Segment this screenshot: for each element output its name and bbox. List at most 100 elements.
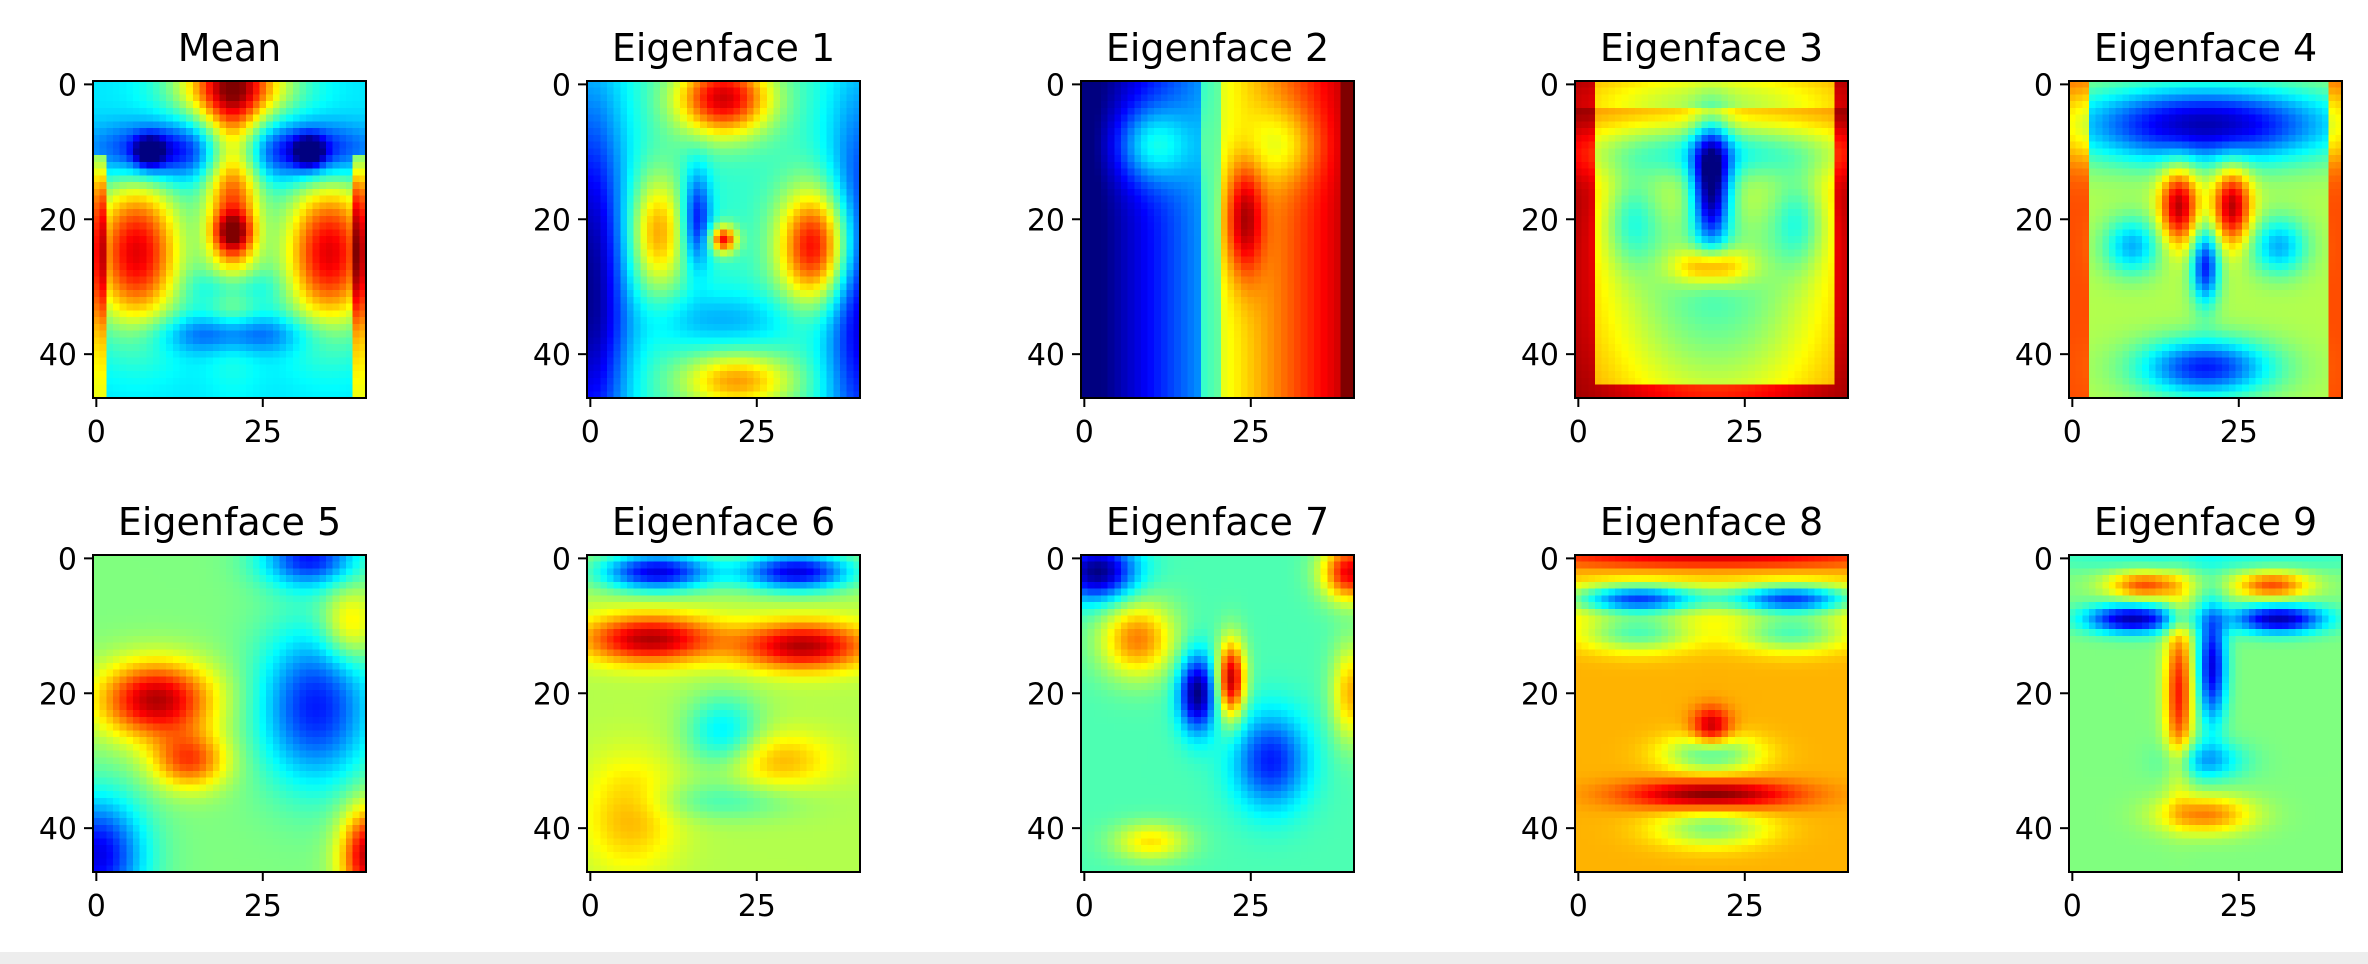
heatmap-cell: [1314, 195, 1322, 203]
heatmap-cell: [1294, 249, 1302, 257]
heatmap-cell: [299, 303, 307, 311]
heatmap-cell: [326, 81, 334, 89]
heatmap-cell: [660, 215, 668, 224]
heatmap-cell: [112, 188, 121, 197]
heatmap-cell: [1307, 236, 1315, 244]
heatmap-cell: [846, 94, 854, 102]
heatmap-cell: [720, 101, 728, 109]
heatmap-cell: [172, 101, 181, 109]
heatmap-cell: [706, 290, 715, 298]
heatmap-cell: [820, 364, 828, 372]
heatmap-cell: [620, 310, 628, 318]
heatmap-cell: [199, 283, 207, 291]
heatmap-cell: [800, 94, 808, 102]
heatmap-cell: [119, 101, 127, 109]
heatmap-cell: [1087, 242, 1095, 251]
heatmap-cell: [660, 87, 668, 96]
heatmap-cell: [646, 121, 655, 129]
heatmap-cell: [1334, 236, 1342, 244]
heatmap-cell: [1087, 188, 1095, 197]
heatmap-cell: [1147, 161, 1155, 170]
heatmap-cell: [326, 148, 334, 156]
heatmap-cell: [626, 175, 635, 183]
heatmap-cell: [312, 188, 320, 197]
heatmap-cell: [199, 81, 207, 89]
heatmap-cell: [1307, 229, 1315, 237]
heatmap-cell: [1347, 222, 1355, 230]
heatmap-cell: [1220, 175, 1229, 183]
heatmap-cell: [1127, 175, 1135, 183]
heatmap-cell: [626, 357, 635, 365]
heatmap-cell: [820, 155, 828, 163]
heatmap-cell: [613, 148, 621, 156]
heatmap-cell: [646, 283, 655, 291]
heatmap-cell: [246, 215, 254, 224]
heatmap-cell: [1347, 155, 1355, 163]
heatmap-cell: [126, 202, 134, 210]
heatmap-cell: [1180, 168, 1189, 177]
heatmap-cell: [773, 384, 781, 392]
heatmap-cell: [833, 330, 841, 338]
heatmap-cell: [286, 350, 294, 359]
heatmap-cell: [119, 263, 127, 271]
heatmap-cell: [693, 377, 701, 386]
heatmap-cell: [780, 384, 788, 392]
heatmap-cell: [806, 350, 814, 359]
heatmap-cell: [286, 249, 294, 257]
heatmap-cell: [339, 134, 347, 143]
heatmap-cell: [1340, 81, 1348, 89]
heatmap-cell: [1094, 202, 1102, 210]
heatmap-cell: [219, 290, 227, 298]
heatmap-cell: [660, 222, 668, 230]
heatmap-cell: [693, 215, 701, 224]
heatmap-cell: [813, 323, 821, 332]
heatmap-cell: [1327, 168, 1335, 177]
heatmap-cell: [826, 128, 834, 136]
heatmap-cell: [793, 310, 801, 318]
heatmap-cell: [1081, 188, 1089, 197]
heatmap-cell: [733, 141, 741, 150]
heatmap-cell: [246, 222, 254, 230]
heatmap-cell: [773, 202, 781, 210]
heatmap-cell: [780, 229, 788, 237]
heatmap-cell: [1240, 209, 1249, 217]
heatmap-cell: [1087, 168, 1095, 177]
heatmap-cell: [93, 114, 101, 123]
heatmap-cell: [673, 317, 681, 325]
heatmap-cell: [633, 175, 641, 183]
heatmap-cell: [593, 263, 601, 271]
heatmap-cell: [740, 87, 748, 96]
heatmap-cell: [846, 222, 854, 230]
heatmap-cell: [339, 215, 347, 224]
heatmap-cell: [359, 256, 367, 264]
heatmap-cell: [219, 222, 227, 230]
heatmap-cell: [693, 310, 701, 318]
heatmap-cell: [800, 344, 808, 352]
heatmap-cell: [800, 236, 808, 244]
heatmap-cell: [319, 195, 327, 203]
heatmap-cell: [99, 161, 107, 170]
heatmap-cell: [226, 114, 234, 123]
heatmap-cell: [1267, 134, 1275, 143]
heatmap-cell: [786, 344, 795, 352]
heatmap-cell: [239, 121, 247, 129]
heatmap-cell: [1240, 168, 1249, 177]
heatmap-cell: [673, 101, 681, 109]
heatmap-cell: [272, 276, 281, 284]
heatmap-cell: [279, 121, 287, 129]
heatmap-cell: [1214, 209, 1222, 217]
heatmap-cell: [106, 107, 114, 116]
heatmap-cell: [666, 310, 675, 318]
heatmap-cell: [252, 256, 261, 264]
heatmap-cell: [700, 222, 708, 230]
heatmap-cell: [846, 357, 854, 365]
heatmap-cell: [172, 391, 181, 399]
heatmap-cell: [272, 344, 281, 352]
heatmap-cell: [713, 188, 721, 197]
heatmap-cell: [813, 330, 821, 338]
heatmap-cell: [773, 229, 781, 237]
heatmap-cell: [93, 168, 101, 177]
heatmap-cell: [1134, 215, 1142, 224]
heatmap-cell: [673, 148, 681, 156]
heatmap-cell: [166, 81, 174, 89]
